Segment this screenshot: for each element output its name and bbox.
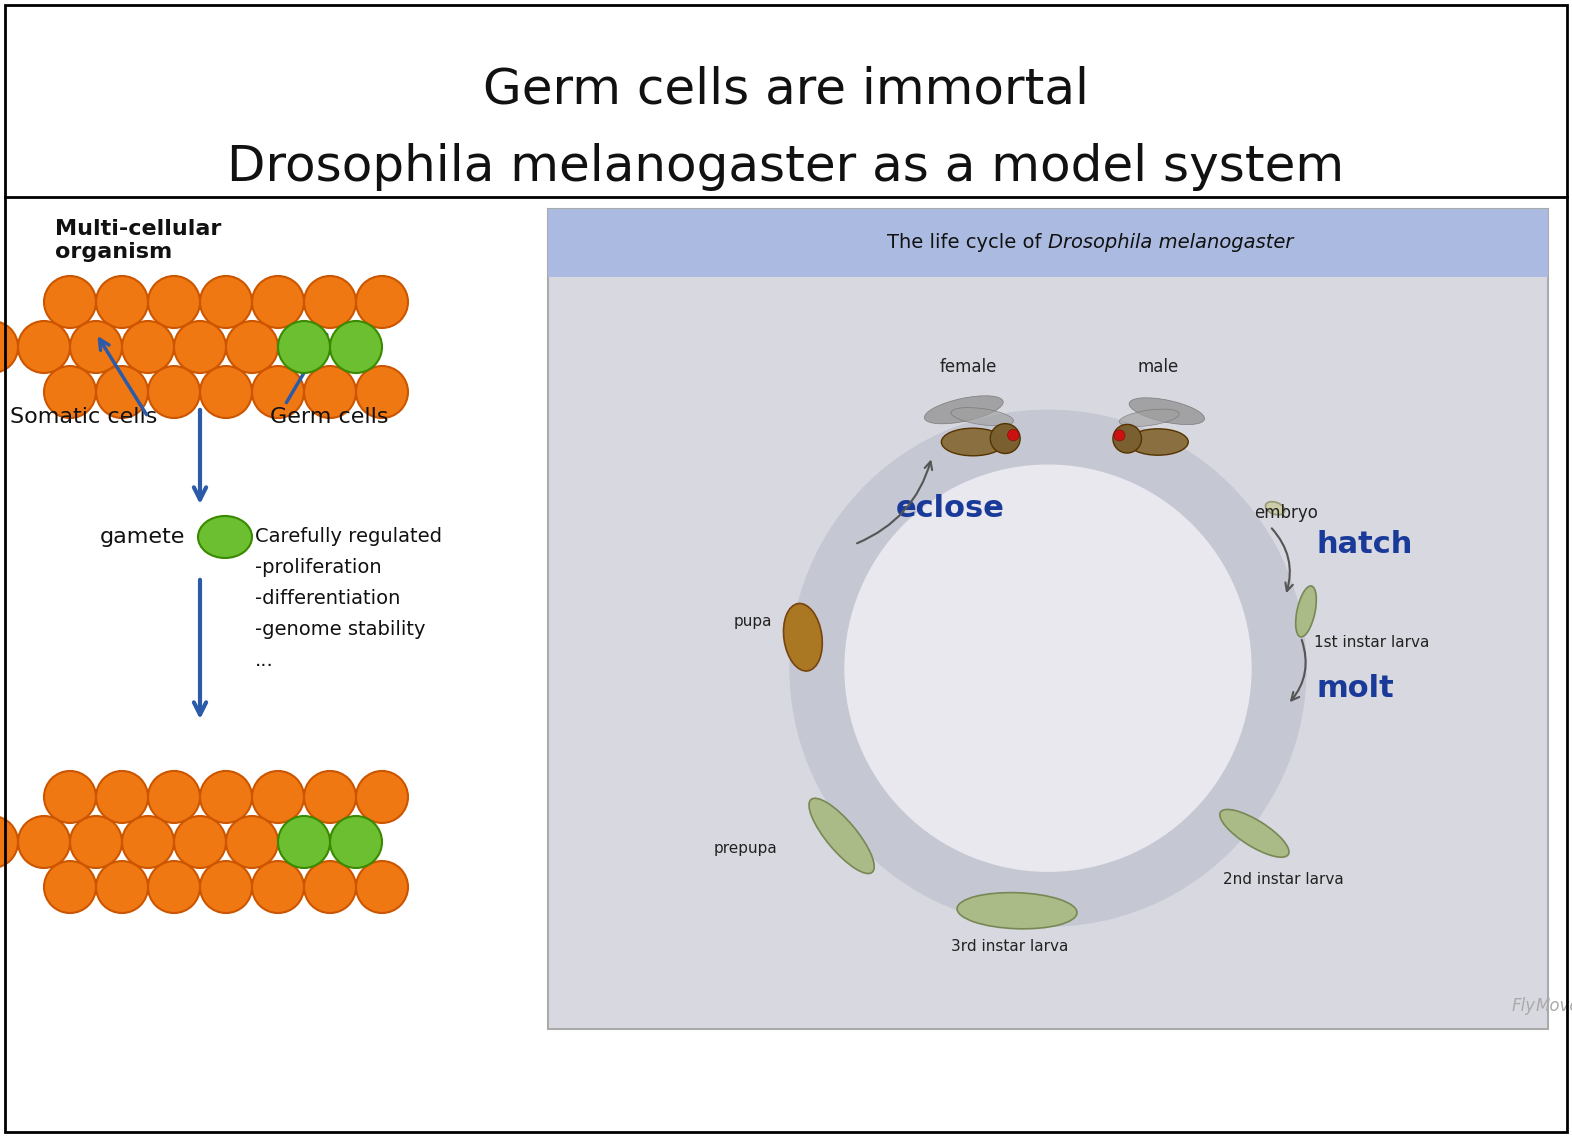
Ellipse shape: [942, 429, 1005, 456]
Text: female: female: [940, 358, 997, 376]
Text: 2nd instar larva: 2nd instar larva: [1223, 872, 1344, 887]
FancyArrowPatch shape: [1272, 529, 1292, 591]
Circle shape: [96, 276, 148, 327]
Circle shape: [44, 276, 96, 327]
Text: male: male: [1138, 358, 1179, 376]
Circle shape: [17, 816, 71, 868]
Ellipse shape: [951, 407, 1014, 425]
Circle shape: [1008, 430, 1019, 441]
Circle shape: [200, 366, 252, 418]
Bar: [549, 209, 1548, 277]
Circle shape: [226, 816, 278, 868]
Circle shape: [303, 861, 355, 913]
Text: Fly: Fly: [1512, 997, 1536, 1015]
Circle shape: [990, 424, 1020, 454]
Circle shape: [148, 276, 200, 327]
Bar: [549, 209, 1548, 1029]
Ellipse shape: [198, 516, 252, 558]
Text: Multi-cellular
organism: Multi-cellular organism: [55, 218, 222, 262]
Ellipse shape: [1119, 409, 1179, 426]
Circle shape: [1113, 424, 1141, 453]
Circle shape: [148, 861, 200, 913]
Text: prepupa: prepupa: [714, 841, 777, 856]
Circle shape: [200, 771, 252, 823]
Circle shape: [252, 366, 303, 418]
Circle shape: [355, 276, 409, 327]
Circle shape: [174, 816, 226, 868]
Text: hatch: hatch: [1316, 530, 1413, 559]
Circle shape: [355, 366, 409, 418]
Text: Somatic cells: Somatic cells: [9, 407, 157, 428]
Ellipse shape: [1220, 810, 1289, 857]
Circle shape: [96, 366, 148, 418]
Circle shape: [226, 321, 278, 373]
Circle shape: [303, 276, 355, 327]
Ellipse shape: [1295, 586, 1316, 637]
Circle shape: [71, 816, 123, 868]
Text: Germ cells are immortal: Germ cells are immortal: [483, 65, 1089, 113]
Ellipse shape: [1265, 501, 1284, 515]
Ellipse shape: [924, 396, 1003, 424]
Text: Germ cells: Germ cells: [270, 407, 388, 428]
FancyArrowPatch shape: [1291, 640, 1306, 700]
Text: Move: Move: [1536, 997, 1572, 1015]
Circle shape: [96, 771, 148, 823]
Circle shape: [17, 321, 71, 373]
Circle shape: [1115, 430, 1126, 441]
Text: The life cycle of: The life cycle of: [887, 233, 1049, 252]
Circle shape: [71, 321, 123, 373]
Text: pupa: pupa: [734, 614, 772, 629]
Text: Drosophila melanogaster: Drosophila melanogaster: [1049, 233, 1294, 252]
Ellipse shape: [810, 798, 874, 873]
Text: gamete: gamete: [101, 528, 185, 547]
Circle shape: [252, 861, 303, 913]
Text: Carefully regulated
-proliferation
-differentiation
-genome stability
...: Carefully regulated -proliferation -diff…: [255, 528, 442, 670]
Circle shape: [44, 771, 96, 823]
Text: 1st instar larva: 1st instar larva: [1314, 634, 1429, 650]
Circle shape: [791, 410, 1306, 927]
Circle shape: [303, 366, 355, 418]
Circle shape: [278, 321, 330, 373]
Ellipse shape: [1127, 429, 1188, 455]
FancyArrowPatch shape: [857, 462, 932, 543]
Circle shape: [96, 861, 148, 913]
Circle shape: [0, 321, 17, 373]
Circle shape: [355, 771, 409, 823]
Circle shape: [330, 321, 382, 373]
Circle shape: [846, 465, 1251, 871]
Text: Drosophila melanogaster as a model system: Drosophila melanogaster as a model syste…: [228, 143, 1344, 191]
Text: 3rd instar larva: 3rd instar larva: [951, 939, 1067, 954]
Circle shape: [200, 861, 252, 913]
Text: embryo: embryo: [1254, 505, 1319, 522]
Circle shape: [174, 321, 226, 373]
Circle shape: [0, 816, 17, 868]
Circle shape: [44, 366, 96, 418]
Ellipse shape: [957, 893, 1077, 929]
Circle shape: [330, 816, 382, 868]
Circle shape: [123, 816, 174, 868]
Text: molt: molt: [1316, 674, 1394, 704]
Circle shape: [252, 276, 303, 327]
Ellipse shape: [783, 604, 822, 671]
Text: eclose: eclose: [896, 493, 1005, 523]
Circle shape: [278, 816, 330, 868]
Circle shape: [355, 861, 409, 913]
Ellipse shape: [1129, 398, 1204, 424]
Circle shape: [123, 321, 174, 373]
Circle shape: [148, 366, 200, 418]
Circle shape: [252, 771, 303, 823]
Circle shape: [148, 771, 200, 823]
Circle shape: [200, 276, 252, 327]
Circle shape: [44, 861, 96, 913]
Circle shape: [303, 771, 355, 823]
